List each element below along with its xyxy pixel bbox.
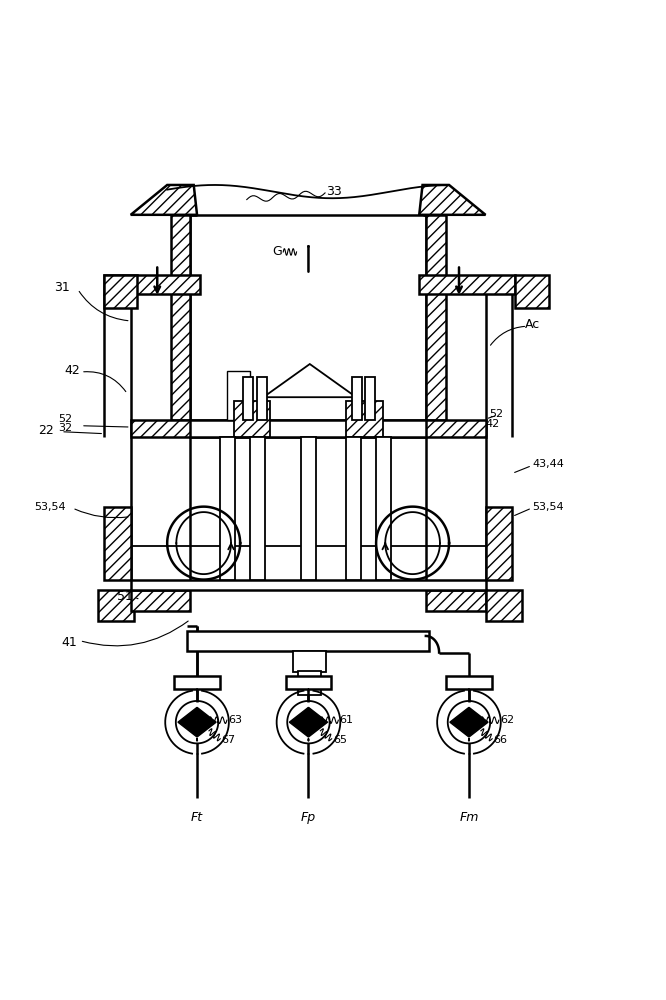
Bar (104, 275, 137, 308)
Text: 51: 51 (117, 590, 133, 603)
Text: Ft: Ft (191, 811, 203, 824)
Text: 33: 33 (326, 185, 342, 198)
Bar (298, 688, 321, 695)
Bar (446, 676, 492, 689)
Text: 52: 52 (489, 409, 503, 419)
Text: 42: 42 (65, 364, 80, 377)
Bar (170, 215, 190, 420)
Bar (293, 651, 326, 672)
Polygon shape (308, 707, 328, 737)
Bar (515, 275, 549, 308)
Bar (97, 590, 134, 621)
Text: 52: 52 (58, 414, 72, 424)
Bar (256, 377, 266, 420)
Text: Fm: Fm (460, 811, 479, 824)
Text: 62: 62 (500, 715, 514, 725)
Text: 41: 41 (61, 636, 77, 649)
Text: 31: 31 (55, 281, 70, 294)
Polygon shape (289, 707, 308, 737)
Bar (131, 580, 486, 590)
Text: 42: 42 (486, 419, 500, 429)
Bar (298, 671, 321, 679)
Bar (234, 401, 270, 437)
Bar (131, 420, 486, 437)
Bar (250, 437, 264, 580)
Bar (426, 215, 446, 420)
Text: Fp: Fp (301, 811, 316, 824)
Text: 32: 32 (58, 423, 72, 433)
Bar (301, 437, 316, 580)
Text: 43,44: 43,44 (532, 459, 564, 469)
Bar (352, 377, 362, 420)
Polygon shape (197, 707, 216, 737)
Text: 66: 66 (494, 735, 507, 745)
Text: 61: 61 (340, 715, 354, 725)
Polygon shape (419, 185, 486, 215)
Polygon shape (469, 707, 488, 737)
Bar (131, 590, 190, 611)
Bar (298, 679, 321, 687)
Text: 53,54: 53,54 (532, 502, 563, 512)
Text: 22: 22 (38, 424, 54, 437)
Polygon shape (131, 185, 197, 215)
Bar (286, 676, 331, 689)
Bar (187, 631, 429, 651)
Polygon shape (178, 707, 197, 737)
Text: G: G (272, 245, 282, 258)
Text: 65: 65 (333, 735, 347, 745)
Bar (220, 437, 235, 580)
Bar (426, 590, 486, 611)
Bar (376, 437, 391, 580)
Bar (174, 676, 220, 689)
Bar (104, 275, 200, 294)
Polygon shape (263, 364, 356, 397)
Bar (486, 590, 522, 621)
Bar (244, 377, 254, 420)
Bar (486, 507, 512, 580)
Bar (346, 437, 361, 580)
Text: 63: 63 (228, 715, 242, 725)
Bar (365, 377, 375, 420)
Text: 53,54: 53,54 (35, 502, 66, 512)
Text: 67: 67 (222, 735, 236, 745)
Bar (104, 507, 131, 580)
Bar (346, 401, 383, 437)
Polygon shape (450, 707, 469, 737)
Bar (419, 275, 515, 294)
Text: Ac: Ac (525, 318, 541, 331)
Polygon shape (227, 371, 250, 420)
Bar (190, 420, 426, 437)
